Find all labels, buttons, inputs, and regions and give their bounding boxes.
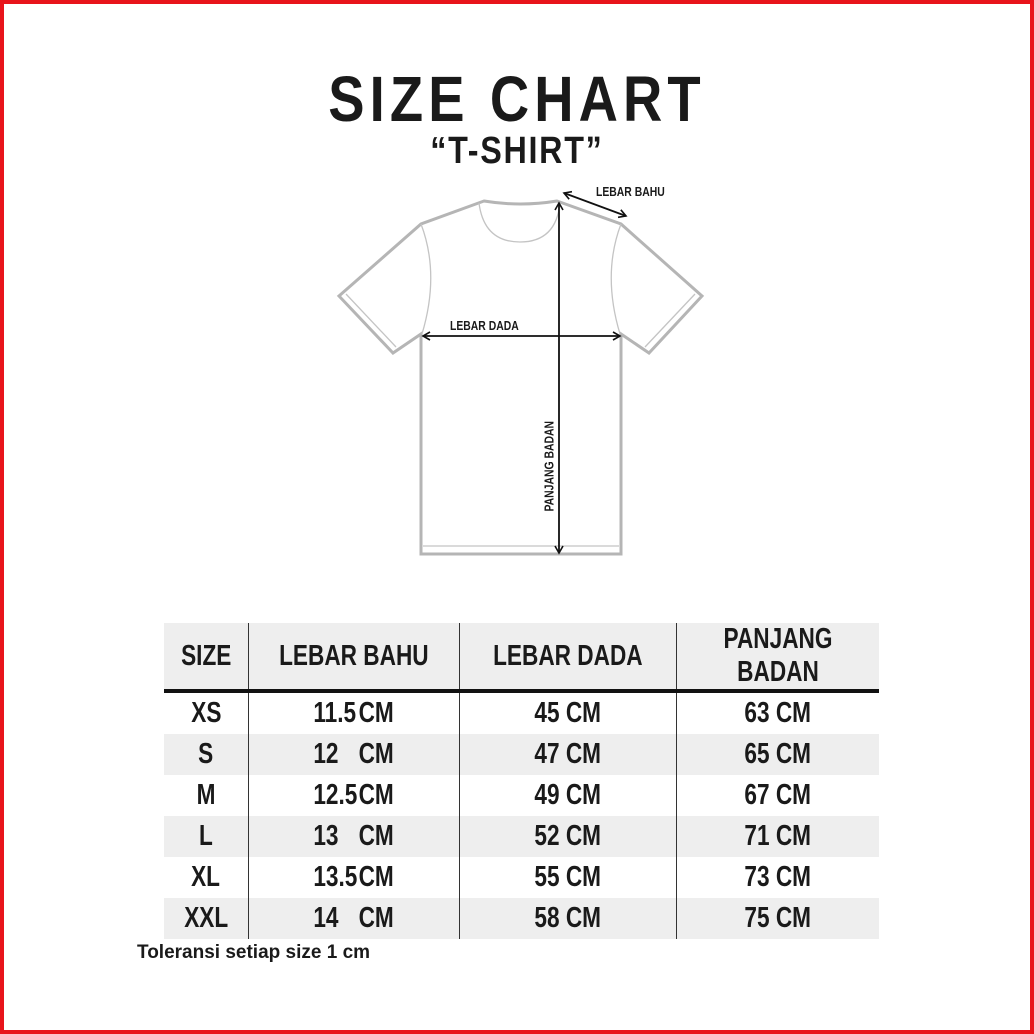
cell-lebar-dada: 49 CM [459,775,677,816]
cell-size: M [196,779,216,811]
table-row: XL 13.5CM 55 CM 73 CM [164,857,879,898]
cell-panjang-badan: 67 CM [676,775,879,816]
cell-lebar-bahu: 12.5CM [248,775,460,816]
cell-panjang-badan: 73 CM [676,857,879,898]
cell-panjang-badan: 75 CM [676,898,879,939]
table-row: L 13 CM 52 CM 71 CM [164,816,879,857]
cell-size: XL [191,861,221,893]
cell-lebar-dada: 58 CM [459,898,677,939]
header-lebar-dada: LEBAR DADA [459,623,677,693]
shoulder-arrow [562,190,628,219]
cell-lebar-bahu: 14 CM [248,898,460,939]
cell-panjang-badan: 71 CM [676,816,879,857]
table-row: XS 11.5CM 45 CM 63 CM [164,691,879,734]
cell-lebar-dada: 47 CM [459,734,677,775]
chest-label: LEBAR DADA [450,318,519,333]
tshirt-diagram [336,190,705,556]
length-label: PANJANG BADAN [541,420,557,512]
page-title: SIZE CHART [328,63,706,135]
cell-lebar-bahu: 13 CM [248,816,460,857]
table-row: S 12 CM 47 CM 65 CM [164,734,879,775]
tshirt-outline [336,199,705,556]
cell-lebar-bahu: 13.5CM [248,857,460,898]
cell-lebar-dada: 55 CM [459,857,677,898]
size-table: SIZE LEBAR BAHU LEBAR DADA PANJANG BADAN… [164,623,879,939]
cell-panjang-badan: 63 CM [676,691,879,734]
page-subtitle: “T-SHIRT” [430,130,604,172]
cell-panjang-badan: 65 CM [676,734,879,775]
cell-lebar-dada: 52 CM [459,816,677,857]
header-lebar-bahu: LEBAR BAHU [248,623,460,693]
cell-lebar-bahu: 12 CM [248,734,460,775]
cell-lebar-bahu: 11.5CM [248,691,460,734]
cell-size: XXL [164,898,249,939]
cell-size: L [164,816,249,857]
header-panjang-badan: PANJANG BADAN [676,623,879,693]
shoulder-label: LEBAR BAHU [596,184,665,199]
header-size: SIZE [164,623,249,693]
table-row: XXL 14 CM 58 CM 75 CM [164,898,879,939]
table-header-row: SIZE LEBAR BAHU LEBAR DADA PANJANG BADAN [164,623,879,693]
tolerance-note: Toleransi setiap size 1 cm [137,942,371,963]
cell-size: XS [190,697,222,729]
table-row: M 12.5CM 49 CM 67 CM [164,775,879,816]
cell-lebar-dada: 45 CM [459,691,677,734]
cell-size: S [164,734,249,775]
